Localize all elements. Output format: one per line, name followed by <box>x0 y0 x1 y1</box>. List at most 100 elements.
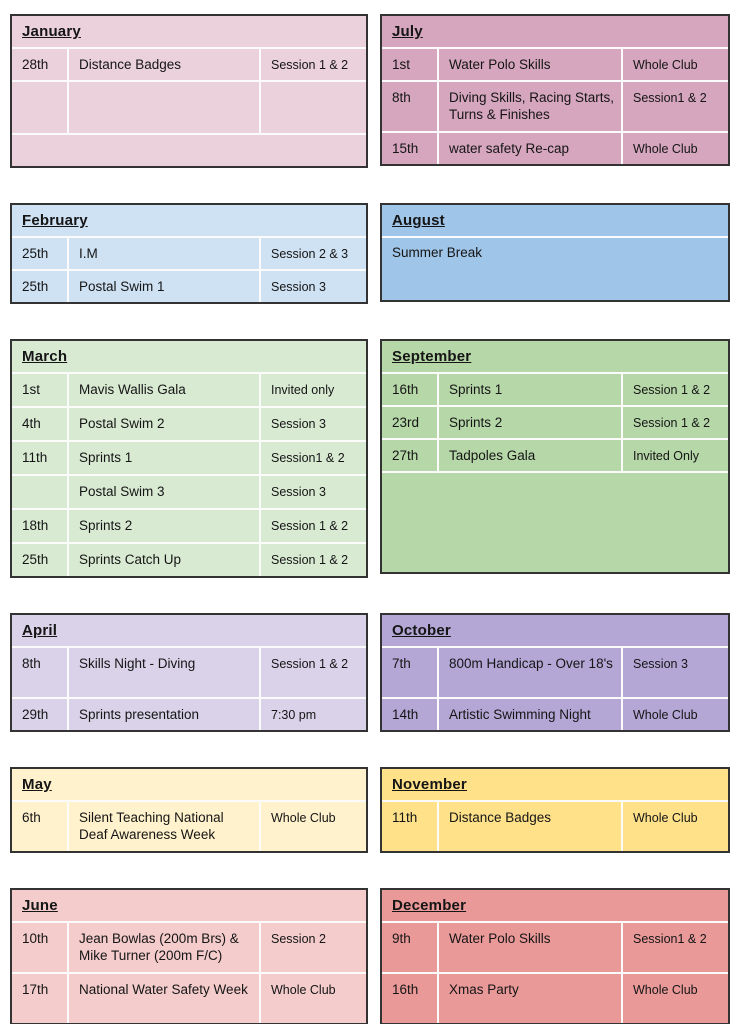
session-cell: Session 2 & 3 <box>259 238 366 269</box>
month-table-april: April 8th Skills Night - Diving Session 1 &… <box>10 613 368 732</box>
session-cell: Session 1 & 2 <box>259 648 366 697</box>
merged-row: Summer Break <box>382 236 728 300</box>
merged-cell <box>12 135 366 166</box>
event-cell: Sprints Catch Up <box>67 544 259 576</box>
event-cell: Sprints 1 <box>67 442 259 474</box>
event-row: 11th Distance Badges Whole Club <box>382 800 728 851</box>
session-cell: Whole Club <box>621 802 728 851</box>
month-table-october: October 7th 800m Handicap - Over 18's Sessi… <box>380 613 730 732</box>
month-name: April <box>22 622 58 639</box>
session-cell: Session1 & 2 <box>621 82 728 131</box>
date-cell: 25th <box>22 246 49 261</box>
month-name: June <box>22 897 58 914</box>
event-row: 8th Skills Night - Diving Session 1 & 2 <box>12 646 366 697</box>
month-header: September <box>382 341 728 372</box>
event-cell: National Water Safety Week <box>67 974 259 1023</box>
month-table-september: September 16th Sprints 1 Session 1 & 2 23rd S… <box>380 339 730 574</box>
event-row: 4th Postal Swim 2 Session 3 <box>12 406 366 440</box>
session-cell: Session 1 & 2 <box>259 544 366 576</box>
event-cell: water safety Re-cap <box>437 133 621 164</box>
date-cell: 16th <box>392 982 419 997</box>
session-cell: Session1 & 2 <box>259 442 366 474</box>
month-name: February <box>22 212 88 229</box>
session-cell: Session 1 & 2 <box>259 49 366 80</box>
month-header: June <box>12 890 366 921</box>
event-row: 18th Sprints 2 Session 1 & 2 <box>12 508 366 542</box>
event-cell: I.M <box>67 238 259 269</box>
event-row: 17th National Water Safety Week Whole Club <box>12 972 366 1023</box>
session-cell: Session 2 <box>259 923 366 972</box>
date-cell: 17th <box>22 982 49 997</box>
merged-row <box>382 471 728 572</box>
event-cell: Water Polo Skills <box>437 49 621 80</box>
date-cell: 1st <box>22 382 41 397</box>
event-row: 14th Artistic Swimming Night Whole Club <box>382 697 728 730</box>
event-cell: Diving Skills, Racing Starts, Turns & Fi… <box>437 82 621 131</box>
date-cell: 18th <box>22 518 49 533</box>
session-cell: Whole Club <box>621 49 728 80</box>
event-cell: Artistic Swimming Night <box>437 699 621 730</box>
date-cell: 15th <box>392 141 419 156</box>
event-cell: Skills Night - Diving <box>67 648 259 697</box>
month-table-february: February 25th I.M Session 2 & 3 25th Postal S… <box>10 203 368 304</box>
month-header: February <box>12 205 366 236</box>
date-cell: 7th <box>392 656 411 671</box>
session-cell: Session 3 <box>259 408 366 440</box>
event-cell: Sprints presentation <box>67 699 259 730</box>
date-cell: 14th <box>392 707 419 722</box>
session-cell: Whole Club <box>621 133 728 164</box>
session-cell: Whole Club <box>621 974 728 1023</box>
session-cell: Session 1 & 2 <box>259 510 366 542</box>
month-name: December <box>392 897 467 914</box>
event-row: 27th Tadpoles Gala Invited Only <box>382 438 728 471</box>
session-cell: Whole Club <box>259 974 366 1023</box>
date-cell: 27th <box>392 448 419 463</box>
session-cell: Invited only <box>259 374 366 406</box>
month-table-august: August Summer Break <box>380 203 730 302</box>
event-row: 10th Jean Bowlas (200m Brs) & Mike Turner… <box>12 921 366 972</box>
month-name: May <box>22 776 52 793</box>
session-cell: Whole Club <box>621 699 728 730</box>
date-cell <box>12 476 67 508</box>
month-table-may: May 6th Silent Teaching National Deaf Awar… <box>10 767 368 853</box>
month-header: May <box>12 769 366 800</box>
session-cell: Session 1 & 2 <box>621 374 728 405</box>
event-cell: Postal Swim 1 <box>67 271 259 302</box>
date-cell: 8th <box>22 656 41 671</box>
event-cell: Water Polo Skills <box>437 923 621 972</box>
session-cell: Session 3 <box>621 648 728 697</box>
date-cell: 25th <box>22 279 49 294</box>
date-cell: 28th <box>22 57 49 72</box>
month-name: August <box>392 212 445 229</box>
session-cell: Session 3 <box>259 476 366 508</box>
month-name: March <box>22 348 68 365</box>
date-cell: 8th <box>392 90 411 105</box>
month-header: August <box>382 205 728 236</box>
event-row: 29th Sprints presentation 7:30 pm <box>12 697 366 730</box>
event-row: 25th Sprints Catch Up Session 1 & 2 <box>12 542 366 576</box>
session-cell: Invited Only <box>621 440 728 471</box>
session-cell: Session 3 <box>259 271 366 302</box>
event-row: 28th Distance Badges Session 1 & 2 <box>12 47 366 80</box>
date-cell: 29th <box>22 707 49 722</box>
event-cell: Silent Teaching National Deaf Awareness … <box>67 802 259 851</box>
session-cell: 7:30 pm <box>259 699 366 730</box>
event-cell: Postal Swim 3 <box>67 476 259 508</box>
month-table-january: January 28th Distance Badges Session 1 & 2 <box>10 14 368 168</box>
event-cell: Jean Bowlas (200m Brs) & Mike Turner (20… <box>67 923 259 972</box>
month-table-december: December 9th Water Polo Skills Session1 & 2… <box>380 888 730 1024</box>
event-row: 15th water safety Re-cap Whole Club <box>382 131 728 164</box>
month-table-july: July 1st Water Polo Skills Whole Club 8th Div… <box>380 14 730 166</box>
event-row: 25th Postal Swim 1 Session 3 <box>12 269 366 302</box>
month-name: November <box>392 776 467 793</box>
month-header: April <box>12 615 366 646</box>
event-row: 8th Diving Skills, Racing Starts, Turns &… <box>382 80 728 131</box>
month-table-march: March 1st Mavis Wallis Gala Invited only 4th… <box>10 339 368 578</box>
merged-row <box>12 133 366 166</box>
date-cell: 11th <box>22 450 48 465</box>
month-name: October <box>392 622 451 639</box>
event-cell: Tadpoles Gala <box>437 440 621 471</box>
session-cell: Session 1 & 2 <box>621 407 728 438</box>
event-row: 6th Silent Teaching National Deaf Awarene… <box>12 800 366 851</box>
